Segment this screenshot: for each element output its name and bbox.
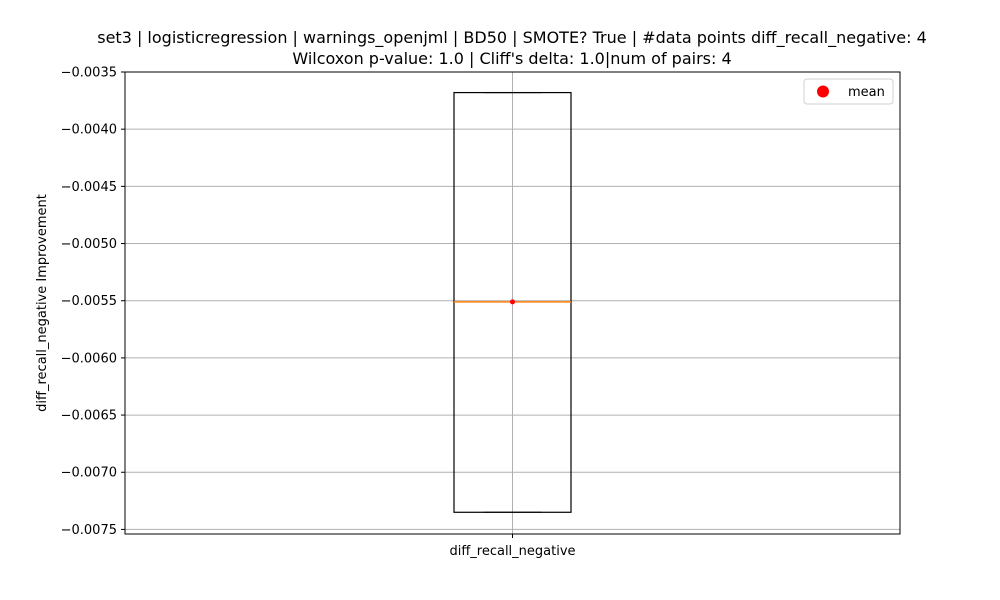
legend-frame bbox=[803, 78, 894, 105]
y-tick-label: −0.0075 bbox=[61, 523, 117, 538]
y-axis-ticks: −0.0035 −0.0040 −0.0045 −0.0050 −0.0055 −0.00… bbox=[61, 66, 125, 538]
chart-title-line2: Wilcoxon p-value: 1.0 | Cliff's delta: 1… bbox=[292, 49, 731, 68]
y-tick-label: −0.0070 bbox=[61, 466, 117, 481]
y-tick-label: −0.0035 bbox=[61, 66, 117, 81]
x-tick-label: diff_recall_negative bbox=[449, 544, 575, 559]
x-axis-ticks: diff_recall_negative bbox=[449, 534, 576, 559]
y-tick-label: −0.0065 bbox=[61, 409, 117, 424]
mean-marker bbox=[510, 299, 515, 305]
legend-mean-label: mean bbox=[848, 85, 885, 100]
chart-title-line1: set3 | logisticregression | warnings_ope… bbox=[97, 28, 927, 48]
legend-mean-marker bbox=[817, 85, 829, 98]
y-axis-label: diff_recall_negative Improvement bbox=[35, 194, 50, 412]
y-tick-label: −0.0040 bbox=[61, 123, 117, 138]
y-tick-label: −0.0055 bbox=[61, 294, 117, 309]
y-tick-label: −0.0060 bbox=[61, 351, 117, 366]
box-plot bbox=[453, 91, 572, 513]
legend: mean bbox=[803, 78, 894, 105]
y-tick-label: −0.0045 bbox=[61, 180, 117, 195]
y-tick-label: −0.0050 bbox=[61, 237, 117, 252]
